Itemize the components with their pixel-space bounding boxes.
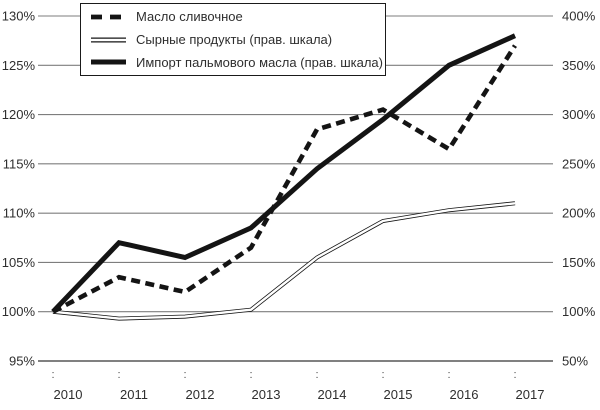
legend-line-sample-icon [91,59,126,65]
legend-label: Сырные продукты (прав. шкала) [136,32,333,47]
x-axis-year-label: 2010 [54,387,83,402]
left-axis-tick-label: 110% [3,206,36,221]
x-axis-year-label: 2015 [384,387,413,402]
x-axis-year-label: 2013 [252,387,281,402]
x-axis-tick-mark: : [249,369,252,381]
right-axis-tick-label: 250% [562,156,596,171]
x-axis-year-label: 2014 [318,387,347,402]
right-axis-tick-label: 100% [562,304,596,319]
right-axis-tick-label: 50% [562,354,588,369]
left-axis-tick-label: 105% [2,255,36,270]
x-axis-year-label: 2011 [120,387,148,402]
series-line-palm-oil [51,33,517,314]
x-axis-tick-mark: : [381,369,384,381]
legend-line-sample-icon [91,14,126,20]
x-axis-tick-mark: : [117,369,120,381]
x-axis-tick-mark: : [183,369,186,381]
legend-label: Масло сливочное [136,9,243,25]
left-axis-tick-label: 120% [2,107,36,122]
series-line-cheese-outer [52,201,516,321]
x-axis-tick-mark: : [513,369,516,381]
series-line-butter [51,44,517,314]
right-axis-tick-label: 400% [562,9,596,24]
legend-item: Масло сливочное [90,7,385,27]
left-axis-tick-label: 125% [2,58,36,73]
legend-item: Сырные продукты (прав. шкала) [90,30,385,50]
x-axis-year-label: 2012 [186,387,215,402]
legend-label: Импорт пальмового масла (прав. шкала) [136,54,383,70]
x-axis-tick-mark: : [447,369,450,381]
chart-legend: Масло сливочное Сырные продукты (прав. шк… [80,3,386,76]
right-axis-tick-label: 150% [562,255,596,270]
left-axis-tick-label: 130% [2,9,36,24]
x-axis-year-label: 2016 [450,387,479,402]
right-axis-tick-label: 350% [562,58,596,73]
right-axis-tick-label: 200% [562,206,596,221]
x-axis-tick-mark: : [51,369,54,381]
right-axis-tick-label: 300% [562,107,596,122]
left-axis-tick-label: 115% [3,156,36,171]
x-axis-tick-mark: : [315,369,318,381]
legend-line-sample-icon [91,37,126,42]
legend-item: Импорт пальмового масла (прав. шкала) [90,52,385,72]
left-axis-tick-label: 95% [9,354,35,369]
series-line-cheese-inner [52,202,516,320]
x-axis-year-label: 2017 [516,387,545,402]
left-axis-tick-label: 100% [2,304,36,319]
